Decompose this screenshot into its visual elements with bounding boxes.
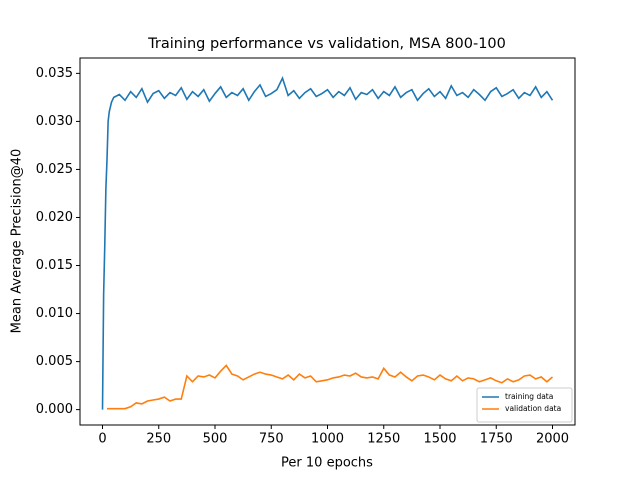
x-tick-label: 750 — [259, 432, 284, 447]
chart-title: Training performance vs validation, MSA … — [147, 36, 506, 52]
plot-frame — [79, 57, 576, 426]
y-tick-label: 0.025 — [36, 162, 73, 177]
legend-label: validation data — [505, 404, 561, 413]
y-axis-label: Mean Average Precision@40 — [10, 149, 25, 334]
x-tick-label: 2000 — [536, 432, 569, 447]
x-tick-label: 0 — [98, 432, 106, 447]
y-tick-label: 0.010 — [36, 306, 73, 321]
series-line — [101, 76, 554, 410]
legend-label: training data — [505, 392, 553, 401]
y-tick-label: 0.030 — [36, 114, 73, 129]
x-axis-label: Per 10 epochs — [281, 456, 373, 471]
y-tick-label: 0.000 — [36, 402, 73, 417]
x-tick-label: 250 — [146, 432, 171, 447]
legend-box — [476, 387, 573, 423]
x-tick-label: 500 — [203, 432, 228, 447]
x-tick-label: 1000 — [311, 432, 344, 447]
x-tick-label: 1750 — [480, 432, 513, 447]
y-tick-label: 0.015 — [36, 258, 73, 273]
y-tick-label: 0.020 — [36, 210, 73, 225]
x-tick-label: 1250 — [367, 432, 400, 447]
y-tick-label: 0.005 — [36, 354, 73, 369]
series-line — [107, 364, 554, 410]
y-tick-label: 0.035 — [36, 66, 73, 81]
x-tick-label: 1500 — [423, 432, 456, 447]
